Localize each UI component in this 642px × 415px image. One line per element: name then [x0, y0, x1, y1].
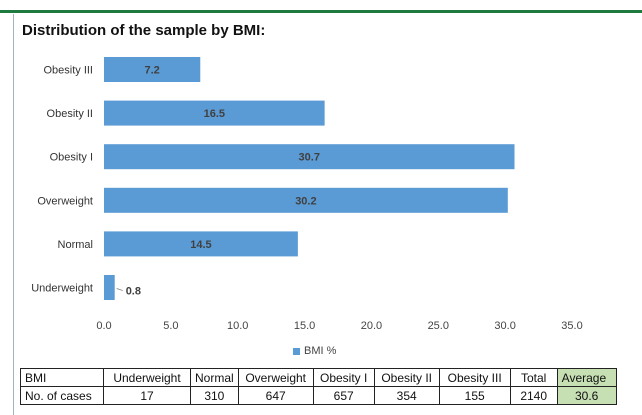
- table-cell: 657: [312, 386, 375, 405]
- bar: [104, 100, 325, 126]
- table-cell: 30.6: [556, 386, 617, 405]
- x-tick-label: 10.0: [227, 320, 248, 332]
- table-header-cell: Underweight: [103, 368, 191, 387]
- data-label: 30.2: [295, 195, 316, 207]
- x-tick-label: 35.0: [561, 320, 582, 332]
- category-label: Normal: [58, 239, 93, 251]
- table-header-cell: Total: [509, 368, 558, 387]
- bmi-cases-table: BMI Underweight Normal Overweight Obesit…: [20, 368, 617, 405]
- x-tick-label: 30.0: [494, 320, 515, 332]
- data-label: 0.8: [126, 286, 141, 298]
- x-tick-label: 0.0: [96, 320, 111, 332]
- table-header-row: BMI Underweight Normal Overweight Obesit…: [20, 368, 617, 387]
- category-label: Underweight: [31, 283, 93, 295]
- table-cell: 354: [373, 386, 440, 405]
- table-cell: 647: [237, 386, 314, 405]
- x-tick-label: 5.0: [163, 320, 178, 332]
- category-label: Overweight: [37, 195, 93, 207]
- data-label: 7.2: [144, 65, 159, 77]
- table-header-cell: Obesity III: [438, 368, 511, 387]
- table-header-cell: BMI: [20, 368, 104, 387]
- table-cell: 17: [103, 386, 191, 405]
- table-header-cell: Normal: [190, 368, 239, 387]
- legend-label: BMI %: [304, 345, 337, 357]
- bar: [104, 231, 298, 257]
- bar: [104, 144, 515, 170]
- category-label: Obesity III: [43, 65, 93, 77]
- x-tick-label: 20.0: [361, 320, 382, 332]
- bar: [104, 275, 115, 300]
- legend-swatch: [293, 347, 300, 355]
- header-rule: [0, 10, 642, 13]
- x-tick-label: 15.0: [294, 320, 315, 332]
- table-header-cell: Obesity II: [373, 368, 440, 387]
- table-header-cell: Obesity I: [312, 368, 375, 387]
- category-label: Obesity II: [47, 108, 93, 120]
- data-label-leader: [116, 288, 123, 291]
- table-row: No. of cases 17 310 647 657 354 155 2140…: [20, 386, 617, 405]
- legend: BMI %: [293, 345, 336, 357]
- left-border: [13, 14, 14, 415]
- table-cell: No. of cases: [20, 386, 104, 405]
- x-tick-label: 25.0: [428, 320, 449, 332]
- bar: [104, 187, 508, 213]
- category-label: Obesity I: [50, 152, 93, 164]
- chart-title: Distribution of the sample by BMI:: [22, 22, 266, 39]
- data-label: 30.7: [299, 152, 320, 164]
- data-label: 16.5: [204, 108, 225, 120]
- table-header-cell: Average: [556, 368, 617, 387]
- table-header-cell: Overweight: [237, 368, 314, 387]
- table-cell: 155: [438, 386, 511, 405]
- table-cell: 310: [190, 386, 239, 405]
- bar: [104, 57, 201, 82]
- table-cell: 2140: [509, 386, 558, 405]
- data-label: 14.5: [190, 239, 211, 251]
